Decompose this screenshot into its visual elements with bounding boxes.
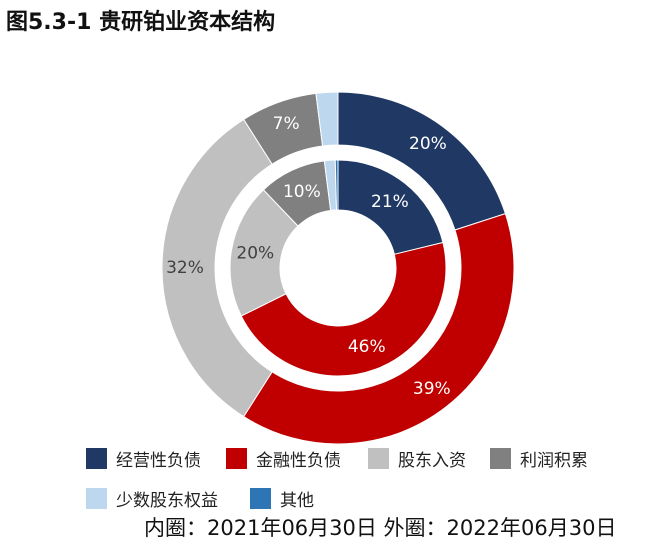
outer-ring-slice-4 (315, 91, 339, 147)
legend-item-financial-liabilities: 金融性负债 (226, 446, 341, 471)
outer-ring-data-label-2: 32% (166, 258, 204, 278)
legend-label: 其他 (280, 491, 314, 511)
legend-item-minority-interest: 少数股东权益 (86, 486, 218, 511)
inner-ring-data-label-2: 20% (236, 243, 274, 263)
nested-donut-chart: 21% 46% 20% 10% 20% 39% 32% 7% (161, 91, 515, 445)
legend-label: 利润积累 (520, 451, 588, 471)
legend-item-retained-earnings: 利润积累 (490, 446, 588, 471)
inner-ring-data-label-3: 10% (283, 182, 321, 202)
outer-ring-data-label-0: 20% (409, 134, 447, 154)
outer-ring-data-label-1: 39% (413, 379, 451, 399)
legend-swatch (226, 448, 247, 469)
legend-label: 股东入资 (398, 451, 466, 471)
legend-swatch (86, 448, 107, 469)
outer-ring-data-label-3: 7% (273, 114, 300, 134)
legend-swatch (490, 448, 511, 469)
legend-swatch (368, 448, 389, 469)
legend-label: 少数股东权益 (116, 491, 218, 511)
legend-swatch (250, 488, 271, 509)
inner-ring-slice-5 (334, 159, 339, 211)
ring-date-note: 内圈：2021年06月30日 外圈：2022年06月30日 (144, 516, 617, 540)
legend-item-other: 其他 (250, 486, 314, 511)
inner-ring-data-label-1: 46% (348, 337, 386, 357)
legend-item-shareholder-capital: 股东入资 (368, 446, 466, 471)
legend-label: 金融性负债 (256, 451, 341, 471)
legend-swatch (86, 488, 107, 509)
chart-title: 图5.3-1 贵研铂业资本结构 (6, 10, 276, 35)
inner-ring-slice-1 (240, 241, 447, 377)
legend-label: 经营性负债 (116, 451, 201, 471)
legend-item-operating-liabilities: 经营性负债 (86, 446, 201, 471)
inner-ring-data-label-0: 21% (371, 192, 409, 212)
outer-ring-slice-2 (161, 118, 273, 418)
outer-ring-slice-1 (243, 212, 515, 445)
